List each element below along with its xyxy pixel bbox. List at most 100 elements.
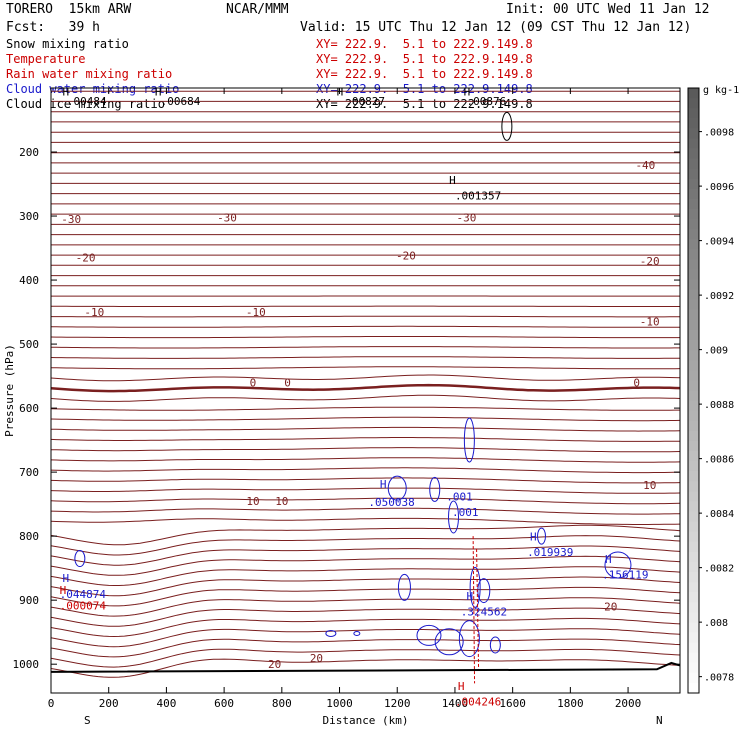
maximum-value-label: .000074 (60, 599, 107, 612)
legend-cloudwater-name: Cloud water mixing ratio (6, 82, 180, 96)
isotherm-line (50, 638, 681, 658)
isotherm-line (50, 383, 681, 393)
maximum-value-label: .324562 (461, 606, 507, 619)
colorbar-band (688, 652, 699, 664)
isotherm-label: -10 (640, 316, 660, 329)
colorbar-tick-label: .0094 (704, 237, 734, 248)
maximum-value-label: .00876 (466, 95, 506, 108)
x-tick-label: 400 (156, 697, 176, 710)
isotherm-label: -20 (640, 255, 660, 268)
cloud-water-contour (489, 636, 501, 654)
colorbar-band (688, 229, 699, 240)
colorbar-band (688, 360, 699, 371)
colorbar-band (688, 209, 699, 220)
colorbar-band (688, 88, 699, 99)
south-label: S (84, 714, 91, 727)
colorbar-band (688, 511, 699, 523)
colorbar-band (688, 582, 699, 593)
rain-contours (472, 536, 480, 684)
isotherm-line (51, 346, 680, 349)
isotherm-line (51, 315, 680, 318)
colorbar-tick-label: .0096 (704, 182, 734, 193)
y-tick-label: 1000 (13, 658, 40, 671)
colorbar-band (688, 178, 699, 190)
rain-contour (472, 536, 476, 684)
extremum-marker: H (380, 478, 387, 491)
temperature-contours (50, 90, 681, 678)
colorbar-tick-label: .009 (704, 346, 728, 357)
extremum-marker: H (530, 531, 537, 544)
colorbar-band (688, 128, 699, 139)
plot-frame (50, 87, 681, 694)
maximum-value-label: .00827 (345, 95, 385, 108)
colorbar-band (688, 572, 699, 583)
isotherm-label: 20 (310, 652, 323, 665)
isotherm-line (50, 477, 681, 484)
cloud-water-contour (537, 527, 547, 545)
colorbar-band (688, 561, 699, 573)
x-axis-label: Distance (km) (322, 714, 408, 727)
forecast-hour: Fcst: 39 h (6, 20, 100, 35)
colorbar-band (688, 98, 699, 109)
isotherm-line (50, 497, 681, 505)
colorbar-band (688, 148, 699, 160)
colorbar-band (688, 481, 699, 492)
cloud-water-contour (325, 629, 337, 637)
y-tick-label: 700 (19, 466, 39, 479)
isotherm-label: 20 (604, 601, 617, 614)
colorbar-band (688, 340, 699, 351)
extremum-marker: H (605, 553, 612, 566)
isotherm-label: 10 (275, 495, 288, 508)
legend-cloudice-name: Cloud ice mixing ratio (6, 97, 165, 111)
cloud-water-contour (387, 475, 407, 501)
colorbar-band (688, 491, 699, 502)
colorbar-band (688, 400, 699, 412)
colorbar-band (688, 269, 699, 281)
isotherm-line (50, 607, 681, 627)
extremum-marker: H (60, 584, 67, 597)
isotherm-line (50, 437, 680, 442)
x-tick-label: 1600 (499, 697, 526, 710)
colorbar-band (688, 380, 699, 391)
cloud-water-contour (469, 566, 481, 608)
extremum-marker: H (458, 680, 465, 693)
colorbar-band (688, 430, 699, 442)
x-tick-label: 600 (214, 697, 234, 710)
cloud-water-contour (604, 551, 632, 579)
maximum-value-label: .001 (452, 506, 479, 519)
legend-rain-name: Rain water mixing ratio (6, 67, 173, 81)
x-tick-label: 1200 (384, 697, 411, 710)
cloud-ice-contour (501, 111, 513, 141)
cloud-water-contour (448, 500, 460, 534)
cloud-water-contour (74, 550, 86, 568)
colorbar-unit: g kg-1 (703, 85, 739, 96)
colorbar-band (688, 440, 699, 452)
y-tick-label: 600 (19, 402, 39, 415)
colorbar-band (688, 168, 699, 180)
extremum-marker: H (464, 86, 471, 99)
rain-contour (476, 548, 480, 671)
y-tick-label: 200 (19, 146, 39, 159)
isotherm-label: -20 (396, 250, 416, 263)
extremum-marker: H (466, 590, 473, 603)
isotherm-line (50, 467, 681, 474)
colorbar-band (688, 662, 699, 674)
y-tick-label: 500 (19, 338, 39, 351)
maximum-value-label: .001 (446, 490, 473, 503)
terrain-line (50, 661, 681, 673)
isotherm-label: 10 (643, 479, 656, 492)
isotherm-line (50, 394, 681, 402)
colorbar-band (688, 531, 699, 543)
terrain-surface (50, 661, 681, 673)
isotherm-line (50, 628, 681, 648)
maximum-value-label: .044874 (60, 588, 107, 601)
colorbar-band (688, 319, 699, 331)
isotherm-label: -10 (246, 306, 266, 319)
colorbar-tick-label: .0082 (704, 564, 734, 575)
colorbar-tick-label: .008 (704, 618, 728, 629)
isotherm-line (50, 336, 680, 339)
colorbar-band (688, 289, 699, 301)
colorbar-band (688, 672, 699, 684)
